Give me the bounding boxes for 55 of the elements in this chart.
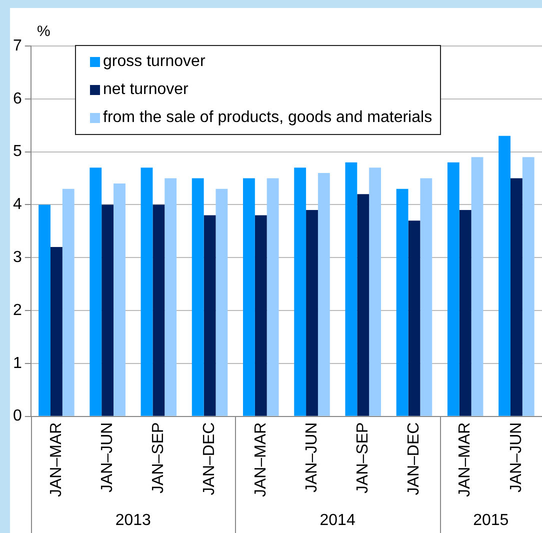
bar xyxy=(192,178,204,416)
bar xyxy=(50,247,62,416)
text: 2014 xyxy=(320,512,356,529)
bar xyxy=(90,168,102,416)
bar xyxy=(114,184,126,416)
bar xyxy=(254,215,267,416)
legend-label: net turnover xyxy=(103,80,188,100)
bar xyxy=(357,194,370,416)
x-tick-label: JAN–DEC xyxy=(406,422,423,496)
bar xyxy=(140,168,153,416)
bar xyxy=(420,178,432,416)
x-tick-label: JAN–DEC xyxy=(201,422,218,496)
legend-label: gross turnover xyxy=(103,52,206,72)
y-tick-label: 1 xyxy=(12,354,22,372)
bar xyxy=(369,168,382,416)
bar xyxy=(522,157,534,416)
y-axis-title: % xyxy=(37,23,50,40)
bar xyxy=(447,162,460,416)
x-tick-label: JAN–MAR xyxy=(48,422,65,498)
y-tick-label: 0 xyxy=(12,408,22,425)
bar xyxy=(102,204,114,416)
legend-label: from the sale of products, goods and materials xyxy=(103,108,432,128)
x-tick-label: JAN–SEP xyxy=(150,422,168,494)
bar xyxy=(510,178,522,416)
x-tick-label: JAN–MAR xyxy=(252,422,270,498)
bar xyxy=(408,220,420,416)
bar xyxy=(345,162,358,416)
bar xyxy=(164,178,177,416)
text: 2015 xyxy=(473,512,509,529)
y-tick-label: 3 xyxy=(12,249,22,266)
y-tick-label: 6 xyxy=(12,90,22,108)
bar xyxy=(294,168,306,416)
text: 2013 xyxy=(115,512,152,529)
y-tick-label: 2 xyxy=(12,302,22,319)
y-tick-label: 7 xyxy=(12,37,22,54)
x-tick-label: JAN–MAR xyxy=(456,422,474,498)
bar xyxy=(152,204,165,416)
bar xyxy=(396,188,408,416)
y-tick-label: 4 xyxy=(12,196,22,214)
x-tick-label: JAN–SEP xyxy=(354,422,372,494)
bar xyxy=(216,188,228,416)
bar xyxy=(243,178,255,416)
bar xyxy=(62,188,74,416)
y-tick-label: 5 xyxy=(12,143,22,160)
bar xyxy=(498,136,510,416)
x-tick-label: JAN–JUN xyxy=(303,422,320,493)
bar xyxy=(266,178,279,416)
x-tick-label: JAN–JUN xyxy=(508,422,525,493)
bar xyxy=(204,215,216,416)
bar xyxy=(318,172,330,416)
bar xyxy=(306,210,318,416)
bar xyxy=(459,210,472,416)
bar xyxy=(471,157,484,416)
x-tick-label: JAN–JUN xyxy=(98,422,116,493)
bar xyxy=(38,204,50,416)
